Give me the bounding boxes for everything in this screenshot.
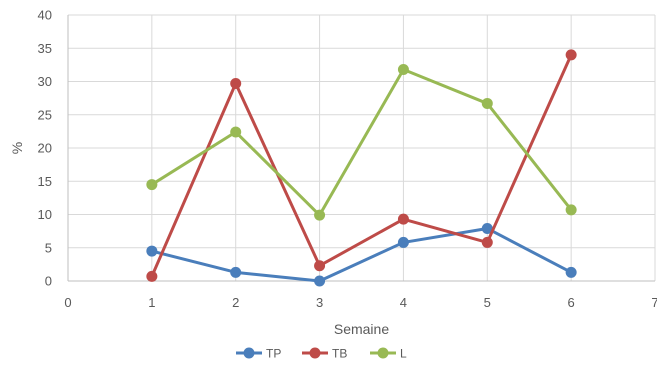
x-axis-title: Semaine [334,321,389,337]
legend-marker-tb [309,347,321,359]
series-tb [146,49,577,282]
series-l [146,64,577,221]
legend-marker-l [377,347,389,359]
data-point-tp [481,222,493,234]
data-point-l [397,64,409,76]
y-tick-labels: 0 5 10 15 20 25 30 35 40 [38,8,52,289]
series [146,49,577,287]
data-point-tb [481,236,493,248]
x-tick-label: 6 [568,295,575,310]
legend-item-tb: TB [302,347,347,361]
series-line-l [150,68,573,217]
y-tick-label: 25 [38,107,52,122]
data-point-tp [314,275,326,287]
axes [67,15,655,282]
y-tick-label: 35 [38,41,52,56]
legend-item-tp: TP [236,347,281,361]
legend-item-l: L [370,347,407,361]
data-point-tb [146,270,158,282]
data-point-l [314,209,326,221]
series-line-tp [150,226,573,283]
data-point-tb [230,77,242,89]
y-tick-label: 15 [38,174,52,189]
data-point-l [146,179,158,191]
y-tick-label: 40 [38,8,52,23]
y-tick-label: 5 [45,240,52,255]
legend-label-tp: TP [266,347,281,361]
x-tick-label: 5 [484,295,491,310]
x-tick-label: 1 [148,295,155,310]
y-tick-label: 10 [38,207,52,222]
legend-label-l: L [400,347,407,361]
data-point-l [565,204,577,216]
x-tick-label: 3 [316,295,323,310]
data-point-l [230,126,242,138]
data-point-tp [565,266,577,278]
y-tick-label: 0 [45,274,52,289]
data-point-tb [397,213,409,225]
data-point-tp [230,266,242,278]
series-line-tb [150,53,573,278]
x-tick-label: 7 [651,295,657,310]
data-point-tp [397,236,409,248]
y-axis-title: % [9,142,25,154]
x-tick-label: 0 [64,295,71,310]
legend-label-tb: TB [332,347,347,361]
x-tick-label: 2 [232,295,239,310]
y-tick-label: 20 [38,141,52,156]
data-point-tp [146,245,158,257]
data-point-l [481,97,493,109]
legend: TP TB L [236,347,407,361]
gridlines [68,14,656,281]
y-tick-label: 30 [38,74,52,89]
legend-marker-tp [243,347,255,359]
x-tick-label: 4 [400,295,407,310]
data-point-tb [314,260,326,272]
series-tp [146,222,577,287]
x-tick-labels: 0 1 2 3 4 5 6 7 [64,295,657,310]
data-point-tb [565,49,577,61]
